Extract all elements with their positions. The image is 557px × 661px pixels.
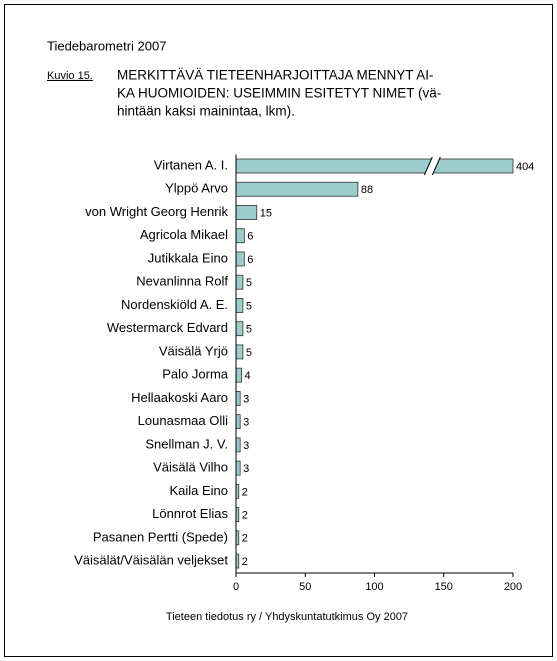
x-tick-label: 100 — [365, 581, 383, 593]
y-tick-label: Agricola Mikael — [140, 227, 228, 242]
y-tick-label: Nevanlinna Rolf — [136, 274, 228, 289]
bar — [235, 367, 242, 383]
figure-label: Kuvio 15. — [47, 70, 93, 82]
bar — [235, 437, 241, 453]
y-tick-label: Nordenskiöld A. E. — [121, 297, 228, 312]
y-tick-label: Hellaakoski Aaro — [131, 390, 228, 405]
value-label: 404 — [516, 161, 534, 173]
y-tick-label: Westermarck Edvard — [107, 320, 228, 335]
y-tick-label: Virtanen A. I. — [154, 157, 228, 172]
y-tick-label: Ylppö Arvo — [165, 181, 228, 196]
bar — [235, 344, 244, 360]
bar — [235, 321, 244, 337]
x-tick-label: 150 — [435, 581, 453, 593]
bar — [235, 298, 244, 313]
axis-break-line — [423, 156, 433, 176]
y-tick-label: Pasanen Pertti (Spede) — [93, 529, 228, 544]
value-label: 5 — [246, 324, 252, 336]
value-label: 5 — [246, 300, 252, 312]
value-label: 2 — [242, 486, 248, 498]
y-tick-label: Snellman J. V. — [145, 436, 228, 451]
bar — [235, 390, 241, 406]
header: Tiedebarometri 2007 — [47, 38, 166, 53]
axis-break — [424, 157, 441, 175]
x-tick-label: 200 — [504, 581, 522, 593]
frame — [4, 4, 553, 657]
value-label: 88 — [361, 184, 373, 196]
bar — [235, 460, 241, 476]
bar — [235, 181, 359, 197]
title-line: KA HUOMIOIDEN: USEIMMIN ESITETYT NIMET (… — [117, 86, 441, 101]
value-label: 15 — [260, 207, 272, 219]
value-label: 2 — [242, 510, 248, 522]
value-label: 5 — [246, 277, 252, 289]
value-label: 2 — [242, 533, 248, 545]
value-label: 3 — [243, 393, 249, 405]
source: Tieteen tiedotus ry / Yhdyskuntatutkimus… — [166, 611, 408, 623]
title-line: hintään kaksi mainintaa, lkm). — [117, 104, 295, 119]
y-tick-label: Lönnrot Elias — [152, 506, 228, 521]
x-tick-label: 0 — [233, 581, 239, 593]
bar — [235, 414, 241, 430]
value-label: 6 — [247, 254, 253, 266]
y-tick-label: Jutikkala Eino — [148, 250, 228, 265]
bar — [235, 205, 258, 220]
value-label: 3 — [243, 417, 249, 429]
bar — [235, 274, 244, 290]
y-tick-label: Kaila Eino — [169, 483, 228, 498]
value-label: 3 — [243, 463, 249, 475]
y-tick-label: Väisälät/Väisälän veljekset — [74, 553, 228, 568]
axis-break-line — [431, 156, 441, 176]
y-tick-label: Palo Jorma — [162, 367, 229, 382]
x-tick-label: 50 — [299, 581, 311, 593]
y-tick-label: Väisälä Yrjö — [159, 343, 228, 358]
y-tick-label: von Wright Georg Henrik — [85, 204, 228, 219]
value-label: 5 — [246, 347, 252, 359]
bar — [235, 228, 245, 244]
bar — [235, 158, 514, 174]
y-tick-label: Lounasmaa Olli — [138, 413, 228, 428]
value-label: 2 — [242, 556, 248, 568]
y-tick-label: Väisälä Vilho — [153, 460, 228, 475]
bar — [235, 251, 245, 267]
value-label: 4 — [245, 370, 251, 382]
title-line: MERKITTÄVÄ TIETEENHARJOITTAJA MENNYT AI- — [117, 68, 434, 83]
value-label: 6 — [247, 231, 253, 243]
value-label: 3 — [243, 440, 249, 452]
